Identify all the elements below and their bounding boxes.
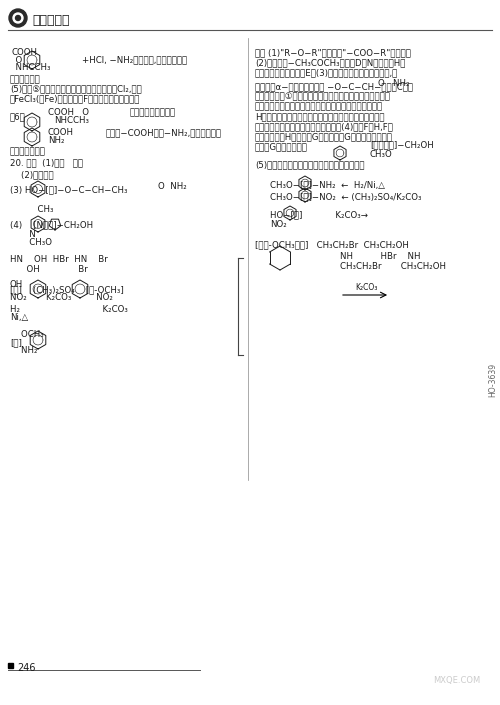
Text: [苯]: [苯] [10,338,22,347]
Text: O: O [10,56,22,65]
Text: 子及相应氢原子，另一个产物只存在两种不同化学环境的: 子及相应氢原子，另一个产物只存在两种不同化学环境的 [255,102,383,111]
Text: 肽键的聚合物。: 肽键的聚合物。 [10,147,46,156]
Text: Ni,△: Ni,△ [10,313,28,322]
Text: CH₃O: CH₃O [370,150,393,159]
Text: CH₃CH₂Br       CH₃CH₂OH: CH₃CH₂Br CH₃CH₂OH [340,262,446,271]
Text: 为酯基转变成H中醚基，G被氧化，则G中含有醇羟基，由: 为酯基转变成H中醚基，G被氧化，则G中含有醇羟基，由 [255,132,393,141]
Text: H₂                              K₂CO₃: H₂ K₂CO₃ [10,305,128,314]
Text: NHCCH₃: NHCCH₃ [54,116,89,125]
Text: HO-3639: HO-3639 [488,363,497,397]
Text: 答案与解析: 答案与解析 [32,13,70,27]
Bar [8,663,13,668]
Text: NH          HBr    NH: NH HBr NH [340,252,420,261]
Text: 为FeCl₃(或Fe)作催化剂。F中含氧官能团是酰基。: 为FeCl₃(或Fe)作催化剂。F中含氧官能团是酰基。 [10,94,140,103]
Text: 为对位关系，由此可写出其结构简式；(4)对比F和H,F中: 为对位关系，由此可写出其结构简式；(4)对比F和H,F中 [255,122,394,131]
Circle shape [16,16,20,20]
Text: 子，发生取代反应生成E；(3)据水解，说明可能含有酯基,产: 子，发生取代反应生成E；(3)据水解，说明可能含有酯基,产 [255,68,398,77]
Text: ，既有−COOH又有−NH₂,可缩聚生成含: ，既有−COOH又有−NH₂,可缩聚生成含 [106,128,222,137]
Text: HN    OH  HBr  HN    Br: HN OH HBr HN Br [10,255,108,264]
Text: 解析 (1)"R−O−R"为醚键，"−COO−R"为酯基；: 解析 (1)"R−O−R"为醚键，"−COO−R"为酯基； [255,48,411,57]
Text: 丁保护氨基。: 丁保护氨基。 [10,75,41,84]
Text: 246: 246 [17,663,36,673]
Text: (2)取代反应: (2)取代反应 [10,170,54,179]
Text: K₂CO₃: K₂CO₃ [355,283,378,292]
Text: 易发生水解反应生成: 易发生水解反应生成 [130,108,176,117]
Text: NHCCH₃: NHCCH₃ [10,63,50,72]
Text: (3) HO−[苯]−O−C−CH−CH₃: (3) HO−[苯]−O−C−CH−CH₃ [10,185,128,194]
Text: O   NH₂: O NH₂ [378,79,410,88]
Text: [苯]    (CH₃)₂SO₄    [苯-OCH₃]: [苯] (CH₃)₂SO₄ [苯-OCH₃] [10,285,124,294]
Text: NO₂: NO₂ [270,220,287,229]
Text: COOH: COOH [48,128,74,137]
Text: H原子，则苯环上有两个取代基且两个取代基在苯环上应: H原子，则苯环上有两个取代基且两个取代基在苯环上应 [255,112,384,121]
Text: 物之一为α−氨基酸，即含有 −O−C−CH−，对比C的结: 物之一为α−氨基酸，即含有 −O−C−CH−，对比C的结 [255,82,413,91]
Circle shape [9,9,27,27]
Text: (4)    [N苯环]−CH₂OH: (4) [N苯环]−CH₂OH [10,220,93,229]
Text: NH₂: NH₂ [10,346,38,355]
Text: NH₂: NH₂ [48,136,64,145]
Text: 构简式和条件①知，除苯环外还多余一个碳原子和一个氧原: 构简式和条件①知，除苯环外还多余一个碳原子和一个氧原 [255,92,391,101]
Text: CH₃O−[苯]−NO₂  ← (CH₃)₂SO₄/K₂CO₃: CH₃O−[苯]−NO₂ ← (CH₃)₂SO₄/K₂CO₃ [270,192,422,201]
Text: 此写出G的结构简式为: 此写出G的结构简式为 [255,142,308,151]
Text: COOH   O: COOH O [48,108,89,117]
Text: CH₃: CH₃ [10,205,54,214]
Text: 20. 答案  (1)酯键   酯基: 20. 答案 (1)酯键 酯基 [10,158,83,167]
Text: （6）: （6） [10,112,26,121]
Text: O  NH₂: O NH₂ [158,182,187,191]
Text: OCH₃: OCH₃ [10,330,44,339]
Text: OH: OH [10,280,23,289]
Text: CH₃O−[苯]−NH₂  ←  H₂/Ni,△: CH₃O−[苯]−NH₂ ← H₂/Ni,△ [270,180,385,189]
Text: COOH: COOH [12,48,38,57]
Text: +HCl, −NH₂易被氧化,逐步反应是为: +HCl, −NH₂易被氧化,逐步反应是为 [82,55,187,64]
Circle shape [13,13,23,23]
Text: CH₃O: CH₃O [10,238,52,247]
Text: OH              Br: OH Br [10,265,88,274]
Text: NO₂       K₂CO₃         NO₂: NO₂ K₂CO₃ NO₂ [10,293,113,302]
Text: N: N [10,230,36,239]
Text: [哌嗪-OCH₃结构]   CH₃CH₂Br  CH₃CH₂OH: [哌嗪-OCH₃结构] CH₃CH₂Br CH₃CH₂OH [255,240,409,249]
Text: [苯环结构]−CH₂OH: [苯环结构]−CH₂OH [370,140,434,149]
Text: (5)反应⑤是在苯环上引入氯原子，故试剂为Cl₂,条件: (5)反应⑤是在苯环上引入氯原子，故试剂为Cl₂,条件 [10,84,142,93]
Text: HO−[苯]            K₂CO₃→: HO−[苯] K₂CO₃→ [270,210,368,219]
Text: MXQE.COM: MXQE.COM [433,676,480,685]
Text: (2)试剂中的−CH₃COCH₃取代了D中N原子上的H原: (2)试剂中的−CH₃COCH₃取代了D中N原子上的H原 [255,58,406,67]
Text: (5)此题可用逆推法合成，由题目提供信息可知: (5)此题可用逆推法合成，由题目提供信息可知 [255,160,364,169]
